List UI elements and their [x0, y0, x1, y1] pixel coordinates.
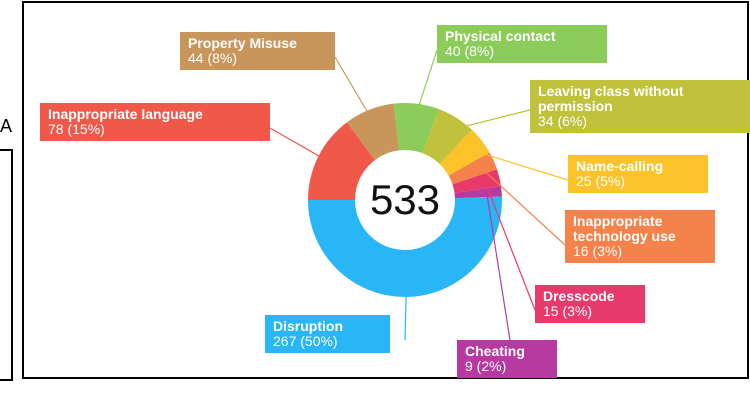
category-name: Inappropriate technology use	[573, 213, 676, 244]
category-name: Dresscode	[543, 288, 615, 304]
slice	[308, 122, 376, 200]
value-label: 25 (5%)	[576, 173, 626, 189]
category-name: Leaving class without permission	[538, 83, 684, 114]
leader-line	[269, 127, 332, 164]
leader-line	[404, 281, 408, 341]
leader-line	[479, 166, 566, 246]
leaders	[269, 49, 569, 341]
callout: Name-calling 25 (5%)	[568, 155, 708, 193]
category-name: Name-calling	[576, 158, 664, 174]
total: 533	[370, 176, 440, 223]
frame	[22, 1, 749, 379]
value-label: 267 (50%)	[273, 333, 338, 349]
category-name: Disruption	[273, 318, 343, 334]
slice	[308, 196, 502, 297]
leader-line	[448, 109, 531, 132]
slice	[439, 129, 490, 176]
value-label: 34 (6%)	[538, 113, 588, 129]
callout: Disruption 267 (50%)	[265, 315, 390, 353]
callout: Dresscode 15 (3%)	[535, 285, 645, 323]
category-name: Inappropriate language	[48, 106, 203, 122]
category-name: Cheating	[465, 343, 525, 359]
callout: Inappropriate technology use 16 (3%)	[565, 210, 715, 263]
leader-line	[486, 192, 511, 341]
side-text: A	[0, 116, 12, 136]
leader-line	[469, 149, 569, 181]
value-label: 16 (3%)	[573, 243, 623, 259]
category-name: Physical contact	[445, 28, 556, 44]
slice	[448, 152, 498, 185]
slice	[346, 103, 400, 160]
leader-line	[484, 180, 536, 311]
callout: Leaving class without permission 34 (6%)	[530, 80, 750, 133]
value-label: 9 (2%)	[465, 358, 507, 374]
value-label: 78 (15%)	[48, 121, 105, 137]
slice	[422, 109, 472, 164]
slice	[393, 103, 439, 154]
value-label: 44 (8%)	[188, 50, 238, 66]
callout: Property Misuse 44 (8%)	[180, 32, 335, 70]
callout: Inappropriate language 78 (15%)	[40, 103, 270, 141]
side-frame	[0, 149, 13, 381]
callout: Cheating 9 (2%)	[457, 340, 557, 378]
value-label: 40 (8%)	[445, 43, 495, 59]
leader-line	[414, 49, 438, 119]
callout: Physical contact 40 (8%)	[437, 25, 607, 63]
value-label: 15 (3%)	[543, 303, 593, 319]
leader-line	[334, 56, 376, 125]
category-name: Property Misuse	[188, 35, 297, 51]
